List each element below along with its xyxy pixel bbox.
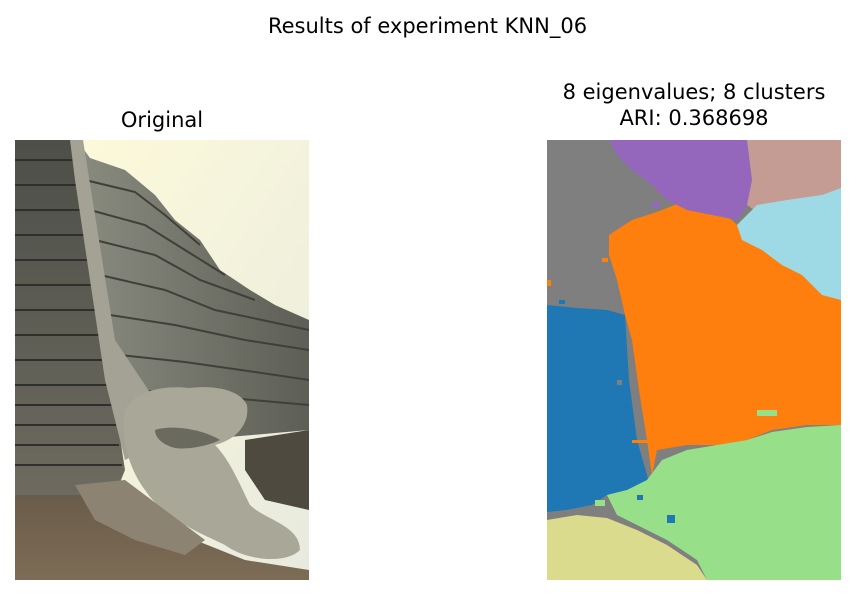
figure-suptitle: Results of experiment KNN_06 xyxy=(267,14,588,38)
staircase xyxy=(15,140,125,495)
balustrade xyxy=(70,140,165,460)
segmentation-title-ari: ARI: 0.368698 xyxy=(619,106,769,130)
cluster-7-region xyxy=(547,515,707,580)
original-image-svg xyxy=(15,140,309,580)
cluster-6-region xyxy=(607,425,841,580)
serpent-shadow xyxy=(155,427,220,449)
segmentation-map-svg xyxy=(547,140,841,580)
speckle xyxy=(667,515,675,523)
cluster-1-region xyxy=(609,202,841,475)
speckle xyxy=(595,500,605,506)
speckle xyxy=(652,202,660,207)
rubble xyxy=(75,480,205,555)
original-panel-title: Original xyxy=(120,108,204,132)
speckle xyxy=(617,380,622,385)
speckle xyxy=(602,258,608,262)
original-image xyxy=(15,140,309,580)
speckle xyxy=(757,410,777,416)
pyramid-wall xyxy=(75,140,309,440)
stair-steps xyxy=(15,159,122,466)
cluster-speckles xyxy=(547,202,777,523)
segmentation-map xyxy=(547,140,841,580)
cluster-5-region xyxy=(737,188,841,300)
right-platform xyxy=(245,430,309,510)
terrace-lines xyxy=(84,179,309,406)
speckle xyxy=(632,440,650,443)
cluster-0-region xyxy=(547,305,652,512)
segmentation-panel-title: 8 eigenvalues; 8 clusters ARI: 0.368698 xyxy=(527,79,861,131)
cluster-3-region xyxy=(609,140,752,220)
speckle xyxy=(559,300,565,304)
speckle xyxy=(637,495,643,500)
segmentation-title-eigenvalues: 8 eigenvalues; 8 clusters xyxy=(562,80,826,104)
speckle xyxy=(547,280,551,286)
